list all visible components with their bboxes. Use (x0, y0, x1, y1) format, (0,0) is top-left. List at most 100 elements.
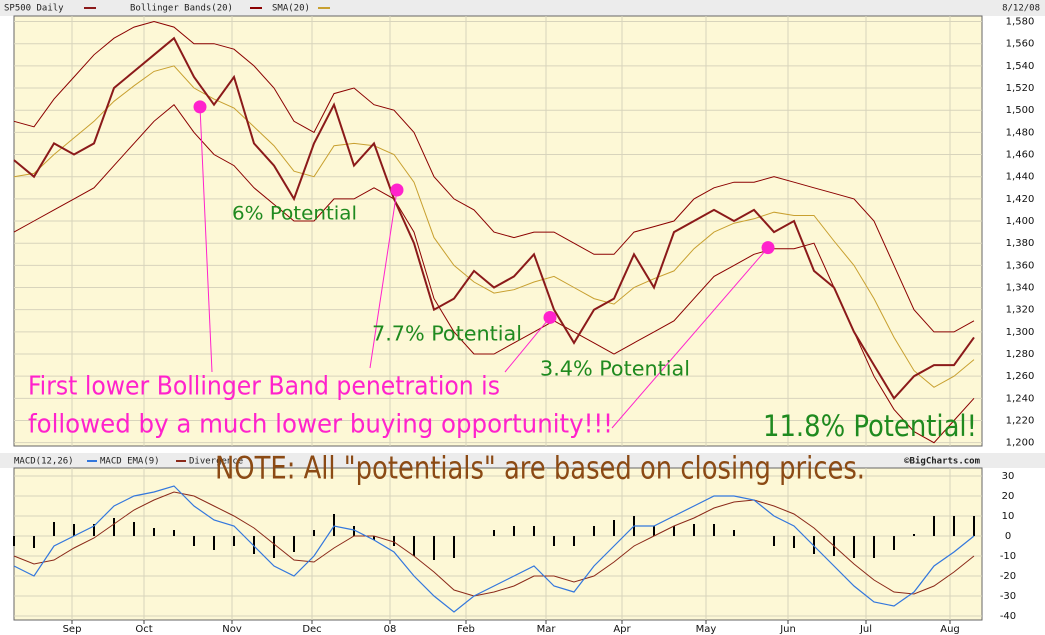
y-tick-label: 1,420 (1006, 194, 1035, 205)
divergence-bar (873, 536, 875, 558)
divergence-bar (513, 526, 515, 536)
divergence-bar (53, 522, 55, 536)
sma-line (13, 65, 975, 388)
pointer-line (369, 189, 398, 369)
divergence-bar (713, 524, 715, 536)
header-strip (0, 0, 1045, 16)
y-tick-label: 1,280 (1006, 349, 1035, 360)
macd-signal-line (13, 491, 975, 597)
note: NOTE: All "potentials" are based on clos… (215, 451, 865, 487)
divergence-bar (673, 526, 675, 536)
divergence-bar (613, 520, 615, 536)
divergence-bar (193, 536, 195, 546)
divergence-bar (93, 524, 95, 536)
y-tick-label: 1,500 (1006, 105, 1035, 116)
y-tick-label: -30 (1000, 591, 1016, 602)
annotation: First lower Bollinger Band penetration i… (28, 372, 500, 402)
y-tick-label: 1,400 (1006, 216, 1035, 227)
y-tick-label: 1,320 (1006, 305, 1035, 316)
annotation: 6% Potential (232, 203, 357, 225)
divergence-bar (453, 536, 455, 558)
divergence-bar (173, 530, 175, 536)
divergence-bar (313, 530, 315, 536)
x-tick-label: Mar (537, 624, 557, 635)
credit: ©BigCharts.com (904, 456, 980, 467)
y-tick-label: 1,200 (1006, 438, 1035, 449)
divergence-bar (773, 536, 775, 546)
y-tick-label: 1,560 (1006, 39, 1035, 50)
legend-label: MACD(12,26) (14, 457, 74, 467)
y-tick-label: 1,380 (1006, 238, 1035, 249)
divergence-bar (913, 534, 915, 536)
annotation: 11.8% Potential! (763, 409, 977, 443)
macd-line (13, 485, 975, 613)
divergence-bar (493, 530, 495, 536)
divergence-bar (33, 536, 35, 548)
marker (193, 100, 207, 114)
annotation: followed by a much lower buying opportun… (28, 410, 613, 440)
divergence-bar (653, 526, 655, 536)
y-tick-label: 1,480 (1006, 127, 1035, 138)
y-tick-label: 1,260 (1006, 371, 1035, 382)
divergence-bar (113, 518, 115, 536)
macd-panel (13, 467, 983, 621)
divergence-bar (533, 526, 535, 536)
marker (390, 183, 404, 197)
divergence-bar (153, 528, 155, 536)
legend-label: SMA(20) (272, 4, 310, 14)
divergence-bar (893, 536, 895, 550)
x-tick-label: Aug (940, 624, 960, 635)
annotation: 7.7% Potential (372, 322, 522, 346)
divergence-bar (733, 530, 735, 536)
y-tick-label: 1,580 (1006, 17, 1035, 28)
chart-date: 8/12/08 (1002, 4, 1040, 14)
legend-label: MACD EMA(9) (100, 457, 160, 467)
legend-label: Bollinger Bands(20) (130, 4, 233, 14)
divergence-bar (393, 536, 395, 546)
macd-header-strip (0, 453, 1045, 468)
x-tick-label: 08 (384, 624, 397, 635)
y-tick-label: 1,440 (1006, 172, 1035, 183)
pointer-line (504, 317, 551, 373)
x-tick-label: Jun (779, 624, 796, 635)
y-tick-label: 1,300 (1006, 327, 1035, 338)
marker (761, 241, 775, 255)
divergence-bar (353, 526, 355, 536)
divergence-bar (593, 526, 595, 536)
divergence-bar (333, 514, 335, 536)
divergence-bar (133, 522, 135, 536)
upper-band (13, 20, 975, 333)
y-tick-label: 1,540 (1006, 61, 1035, 72)
divergence-bar (793, 536, 795, 548)
divergence-bar (853, 536, 855, 558)
legend-label: SP500 Daily (4, 4, 64, 14)
divergence-bar (553, 536, 555, 546)
y-tick-label: -20 (1000, 571, 1016, 582)
divergence-bar (953, 516, 955, 536)
y-tick-label: -40 (1000, 611, 1016, 622)
annotation: 3.4% Potential (540, 357, 690, 381)
marker (543, 310, 557, 324)
divergence-bar (293, 536, 295, 552)
legend-label: Divergence (189, 457, 243, 467)
x-tick-label: Sep (63, 624, 82, 635)
y-tick-label: 1,460 (1006, 150, 1035, 161)
x-tick-label: Apr (613, 624, 631, 635)
divergence-bar (253, 536, 255, 554)
pointer-line (199, 106, 213, 373)
divergence-bar (693, 524, 695, 536)
divergence-bar (433, 536, 435, 560)
x-tick-label: Dec (302, 624, 321, 635)
divergence-bar (213, 536, 215, 550)
x-tick-label: Jul (859, 624, 872, 635)
pointer-line (611, 247, 769, 429)
lower-band (13, 103, 975, 444)
y-tick-label: -10 (1000, 551, 1016, 562)
y-tick-label: 20 (1002, 491, 1015, 502)
x-tick-label: Nov (222, 624, 242, 635)
x-tick-label: Feb (457, 624, 475, 635)
divergence-bar (73, 524, 75, 536)
y-tick-label: 30 (1002, 471, 1015, 482)
price-line (13, 36, 975, 400)
